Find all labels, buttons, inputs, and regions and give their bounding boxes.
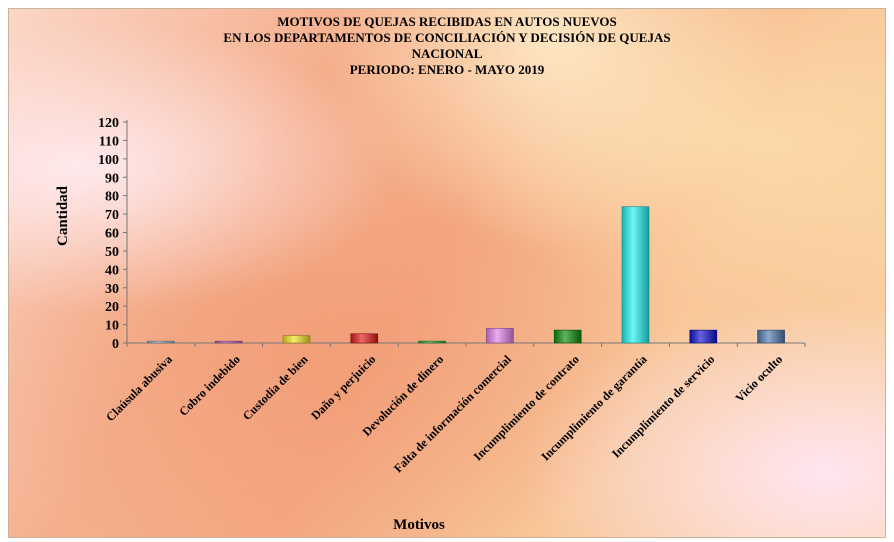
chart-title-line-2: EN LOS DEPARTAMENTOS DE CONCILIACIÓN Y D… [223, 30, 671, 45]
bar [757, 329, 785, 344]
y-axis: 0 10 20 30 40 50 60 70 80 90 100 110 120 [98, 116, 128, 352]
y-tick-label: 100 [98, 153, 119, 168]
x-tick-label: Custodia de bien [240, 352, 311, 423]
bar [553, 329, 582, 344]
bar [418, 340, 446, 344]
bar [350, 333, 379, 344]
x-tick-label: Vicio oculto [733, 352, 786, 405]
y-tick-label: 30 [105, 282, 119, 297]
bar [147, 340, 175, 344]
y-tick-label: 90 [105, 171, 119, 186]
y-tick-label: 10 [105, 319, 119, 334]
bar [621, 206, 650, 344]
bar [282, 335, 311, 344]
bar [214, 340, 243, 344]
chart-title-line-4: PERIODO: ENERO - MAYO 2019 [349, 62, 545, 77]
chart-title-line-1: MOTIVOS DE QUEJAS RECIBIDAS EN AUTOS NUE… [277, 14, 617, 29]
y-tick-label: 110 [99, 134, 119, 149]
y-tick-label: 50 [105, 245, 119, 260]
bar [486, 327, 514, 344]
chart-title-line-3: NACIONAL [411, 46, 483, 61]
x-axis [126, 342, 806, 347]
x-tick-label: Falta de información comercial [391, 352, 515, 476]
y-tick-label: 80 [105, 190, 119, 205]
y-tick-label: 20 [105, 300, 119, 315]
bar [689, 329, 718, 344]
y-tick-label: 60 [105, 227, 119, 242]
y-axis-title: Cantidad [55, 185, 71, 246]
x-tick-label: Cobro indebido [176, 352, 243, 419]
y-tick-label: 70 [105, 208, 119, 223]
y-tick-label: 0 [112, 337, 119, 352]
bar-series [147, 206, 785, 344]
x-tick-label: Daño y perjuicio [308, 352, 378, 422]
y-tick-label: 40 [105, 263, 119, 278]
y-tick-label: 120 [98, 116, 119, 131]
x-tick-label: Claúsula abusiva [103, 352, 175, 424]
chart-area [8, 8, 886, 538]
chart-title: MOTIVOS DE QUEJAS RECIBIDAS EN AUTOS NUE… [0, 14, 894, 78]
x-axis-title: Motivos [393, 517, 445, 533]
